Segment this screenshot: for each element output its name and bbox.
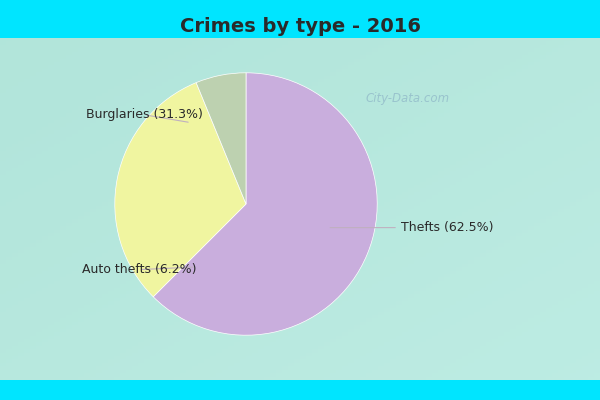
Wedge shape bbox=[196, 73, 246, 204]
Text: Burglaries (31.3%): Burglaries (31.3%) bbox=[86, 108, 203, 122]
Text: Thefts (62.5%): Thefts (62.5%) bbox=[330, 221, 493, 234]
Wedge shape bbox=[115, 83, 246, 297]
Text: Crimes by type - 2016: Crimes by type - 2016 bbox=[179, 16, 421, 36]
Text: City-Data.com: City-Data.com bbox=[365, 92, 449, 106]
Text: Auto thefts (6.2%): Auto thefts (6.2%) bbox=[82, 263, 196, 276]
Wedge shape bbox=[153, 73, 377, 335]
